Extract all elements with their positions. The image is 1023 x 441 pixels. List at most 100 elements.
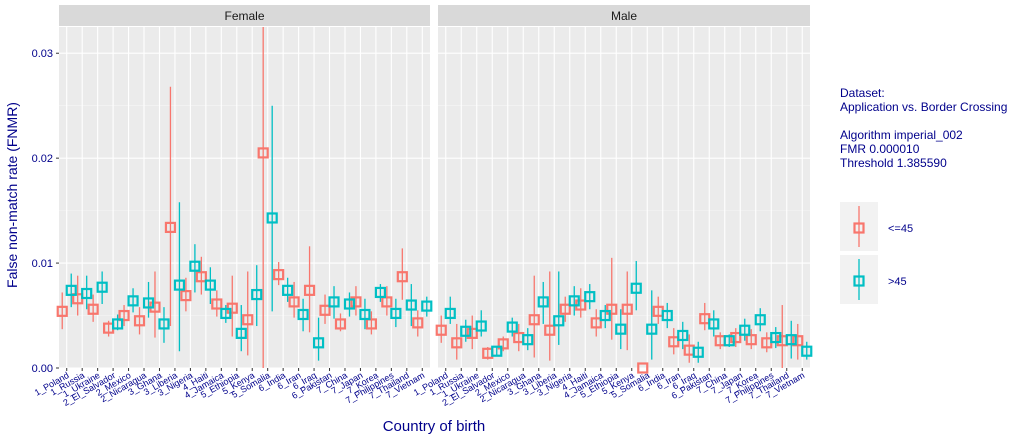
point-le45: [303, 284, 316, 296]
legend-label: <=45: [888, 223, 913, 235]
y-tick-label: 0.02: [32, 153, 53, 165]
point-le45: [365, 318, 377, 330]
point-gt45: [739, 324, 751, 336]
point-gt45: [506, 321, 518, 333]
point-gt45: [785, 334, 797, 346]
point-le45: [288, 296, 300, 308]
x-axis-title: Country of birth: [383, 418, 486, 435]
point-gt45: [112, 318, 124, 330]
point-le45: [606, 303, 618, 315]
point-gt45: [491, 345, 503, 357]
point-gt45: [553, 315, 565, 327]
panel-background: [438, 27, 810, 368]
point-le45: [792, 335, 804, 347]
point-le45: [621, 303, 633, 315]
point-le45: [466, 327, 478, 339]
point-gt45: [630, 282, 642, 294]
point-gt45: [282, 284, 294, 296]
point-le45: [118, 309, 130, 322]
point-gt45: [754, 314, 766, 326]
point-le45: [273, 269, 285, 281]
point-gt45: [522, 334, 534, 346]
legend: <=45 >45: [840, 202, 913, 304]
point-gt45: [297, 308, 309, 321]
point-le45: [544, 324, 556, 336]
point-gt45: [708, 318, 720, 330]
point-gt45: [692, 346, 704, 358]
legend-key-point: [853, 222, 865, 234]
point-le45: [164, 221, 177, 234]
point-le45: [412, 317, 424, 329]
point-gt45: [677, 329, 689, 342]
point-gt45: [460, 325, 472, 337]
point-gt45: [801, 345, 813, 357]
legend-label: >45: [888, 276, 907, 288]
panel-background: [59, 27, 430, 368]
point-gt45: [646, 323, 658, 335]
point-le45: [435, 324, 447, 336]
y-tick-label: 0.00: [32, 363, 53, 375]
point-le45: [242, 314, 254, 326]
legend-key-point: [853, 275, 865, 287]
point-gt45: [173, 279, 186, 291]
point-le45: [730, 331, 742, 344]
point-gt45: [374, 286, 386, 299]
point-gt45: [65, 284, 77, 296]
point-le45: [528, 314, 540, 326]
y-axis: 0.00 0.01 0.02 0.03: [32, 48, 59, 375]
point-gt45: [421, 300, 433, 312]
point-gt45: [266, 212, 278, 224]
point-le45: [451, 337, 463, 349]
point-le45: [497, 338, 509, 350]
fmr-value: FMR 0.000010: [840, 142, 920, 156]
point-gt45: [312, 337, 325, 349]
point-gt45: [390, 307, 402, 320]
point-gt45: [615, 323, 627, 335]
point-gt45: [81, 287, 93, 300]
point-gt45: [127, 295, 139, 307]
panel-female: Female1_Poland1_Russia1_Ukraine2_El_Salv…: [33, 5, 433, 408]
point-le45: [745, 334, 757, 346]
point-gt45: [661, 309, 673, 322]
point-le45: [56, 305, 68, 317]
point-le45: [87, 303, 99, 315]
point-le45: [133, 315, 146, 327]
point-gt45: [770, 331, 782, 344]
point-gt45: [96, 281, 108, 293]
point-le45: [180, 290, 192, 302]
point-gt45: [142, 297, 155, 309]
y-axis-title: False non-match rate (FNMR): [4, 102, 20, 288]
point-le45: [334, 318, 347, 330]
point-gt45: [343, 298, 356, 310]
point-gt45: [584, 291, 596, 303]
point-gt45: [723, 335, 735, 347]
point-gt45: [405, 299, 417, 311]
point-le45: [590, 317, 602, 329]
point-le45: [559, 303, 571, 315]
dataset-name: Application vs. Border Crossing: [840, 100, 1008, 114]
point-le45: [381, 296, 393, 308]
point-gt45: [189, 260, 201, 272]
panel-male: Male1_Poland1_Russia1_Ukraine2_El_Salvad…: [412, 5, 813, 408]
point-gt45: [475, 320, 487, 332]
point-le45: [257, 147, 269, 159]
point-le45: [668, 336, 680, 348]
point-le45: [211, 298, 223, 310]
point-gt45: [537, 296, 549, 308]
dataset-label: Dataset:: [840, 86, 885, 100]
point-gt45: [220, 307, 232, 320]
point-le45: [396, 271, 408, 283]
point-le45: [350, 296, 362, 308]
y-tick-label: 0.01: [32, 258, 53, 270]
point-gt45: [359, 308, 371, 321]
panel-title: Male: [611, 9, 637, 23]
algorithm-name: Algorithm imperial_002: [840, 128, 963, 142]
threshold-value: Threshold 1.385590: [840, 156, 947, 170]
y-tick-label: 0.03: [32, 48, 53, 60]
panel-title: Female: [224, 9, 264, 23]
panel-strip: [59, 5, 430, 26]
point-gt45: [251, 288, 263, 301]
point-le45: [319, 304, 331, 316]
point-gt45: [235, 327, 247, 339]
